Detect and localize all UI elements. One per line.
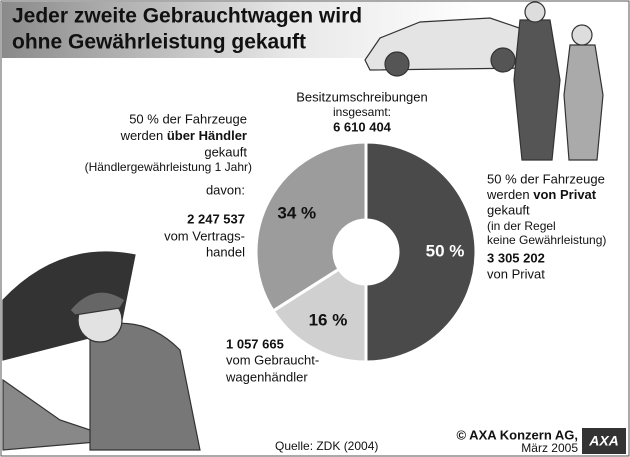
annotation: (in der Regel [487, 219, 556, 233]
annotation: vom Gebraucht- [226, 352, 319, 367]
pie-slice [364, 140, 478, 364]
annotation: keine Gewährleistung) [487, 233, 606, 247]
annotation: (Händlergewährleistung 1 Jahr) [85, 160, 252, 174]
pie-slice [271, 267, 368, 364]
source: Quelle: ZDK (2004) [275, 439, 378, 453]
annotation: davon: [206, 182, 245, 197]
value-label: 16 % [309, 311, 348, 330]
annotation: werden [120, 128, 167, 143]
annotation: 50 % der Fahrzeuge [487, 171, 605, 186]
annotation: werden über Händler [120, 128, 247, 143]
dealer-label: 50 % der Fahrzeuge werden über Händler g… [85, 111, 252, 259]
annotation: 3 305 202 [487, 250, 545, 265]
mechanic-illustration [2, 251, 201, 451]
annotation: wagenhändler [225, 369, 308, 384]
title-line: Jeder zweite Gebrauchtwagen wird [12, 5, 362, 28]
logo: AXA [588, 433, 619, 449]
people-illustration [513, 1, 604, 161]
center-text: Besitzumschreibungen [296, 89, 428, 104]
annotation: 50 % der Fahrzeuge [129, 111, 247, 126]
copyright: © AXA Konzern AG, [456, 427, 578, 442]
center-label: Besitzumschreibungen insgesamt: 6 610 40… [296, 89, 428, 134]
logo-box [582, 428, 626, 454]
annotation: gekauft [204, 144, 247, 159]
annotation: über Händler [167, 128, 247, 143]
car-illustration [364, 17, 533, 77]
pie: 50 % 16 % 34 % [254, 140, 478, 364]
value-label: 50 % [426, 241, 465, 260]
annotation: werden von Privat [486, 187, 597, 202]
center-total: 6 610 404 [333, 119, 392, 134]
annotation: gekauft [487, 202, 530, 217]
annotation: handel [206, 244, 245, 259]
private-label: 50 % der Fahrzeuge werden von Privat gek… [486, 171, 606, 281]
annotation: von Privat [487, 266, 545, 281]
value-label: 34 % [277, 203, 316, 222]
annotation: vom Vertrags- [164, 228, 245, 243]
annotation: von Privat [533, 187, 597, 202]
annotation: 1 057 665 [226, 336, 284, 351]
annotation: 2 247 537 [187, 211, 245, 226]
title-line: ohne Gewährleistung gekauft [12, 31, 306, 54]
annotation: werden [486, 187, 533, 202]
copyright-date: März 2005 [521, 441, 578, 455]
used-label: 1 057 665 vom Gebraucht- wagenhändler [225, 336, 319, 384]
center-text: insgesamt: [333, 105, 391, 119]
pie-slice [254, 140, 368, 314]
